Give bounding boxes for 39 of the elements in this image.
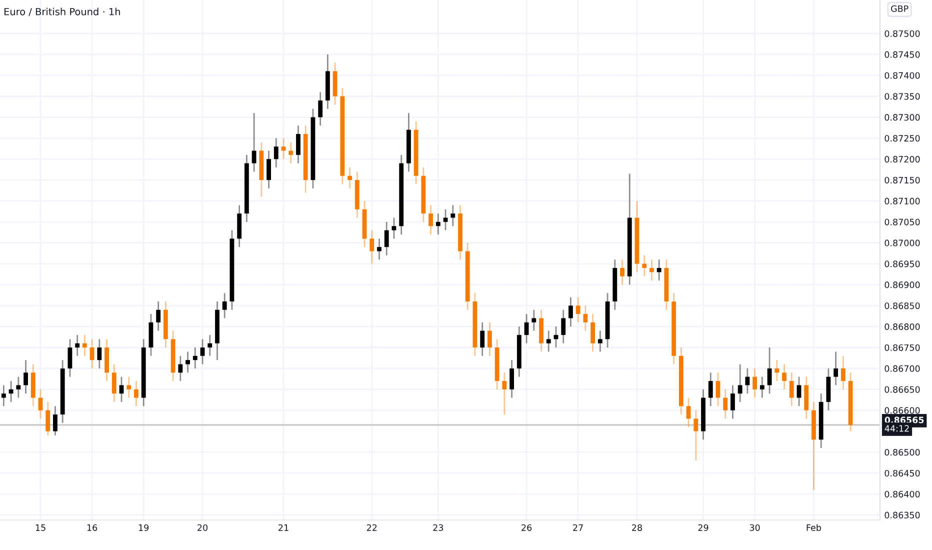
- y-tick-label: 0.86900: [884, 282, 920, 288]
- text: 44:12: [884, 425, 909, 432]
- y-tick-label: 0.87050: [884, 218, 920, 226]
- y-tick-label: 0.87200: [884, 156, 920, 163]
- y-tick-label: 0.86600: [884, 407, 920, 414]
- y-tick-label: 0.86650: [884, 386, 920, 393]
- x-tick-label: 28: [632, 524, 642, 531]
- x-tick-label: 26: [522, 524, 532, 531]
- y-axis-title: GBP: [891, 5, 908, 12]
- x-tick-label: 20: [198, 524, 208, 531]
- y-tick-label: 0.86800: [884, 323, 920, 330]
- y-tick-label: 0.87500: [884, 30, 920, 37]
- y-tick-label: 0.86450: [884, 470, 920, 477]
- x-tick-label: Feb: [806, 524, 821, 531]
- y-tick-label: 0.86700: [884, 365, 920, 372]
- y-tick-label: 0.87250: [884, 134, 920, 142]
- x-tick-label: 23: [433, 524, 444, 531]
- y-tick-label: 0.87150: [884, 176, 920, 184]
- y-tick-label: 0.86500: [884, 449, 920, 456]
- x-tick-label: 15: [36, 524, 46, 531]
- y-tick-label: 0.87400: [884, 72, 920, 79]
- y-tick-label: 0.87300: [884, 114, 920, 121]
- x-tick-label: 30: [750, 524, 760, 531]
- text: Euro / British Pound · 1h: [4, 8, 120, 16]
- x-tick-label: 19: [138, 524, 149, 531]
- y-tick-label: 0.86350: [884, 512, 920, 518]
- y-tick-label: 0.87350: [884, 93, 920, 100]
- x-tick-label: 16: [87, 524, 98, 531]
- y-tick-label: 0.86850: [884, 302, 920, 310]
- y-tick-label: 0.86400: [884, 490, 920, 498]
- x-tick-label: 29: [698, 524, 708, 531]
- y-tick-label: 0.86750: [884, 344, 920, 351]
- y-tick-label: 0.87100: [884, 198, 920, 204]
- y-tick-label: 0.87000: [884, 240, 920, 246]
- x-tick-label: 22: [366, 524, 377, 531]
- x-tick-label: 27: [573, 524, 583, 531]
- y-tick-label: 0.86950: [884, 260, 920, 268]
- x-tick-label: 21: [278, 524, 288, 531]
- y-tick-label: 0.87450: [884, 51, 920, 58]
